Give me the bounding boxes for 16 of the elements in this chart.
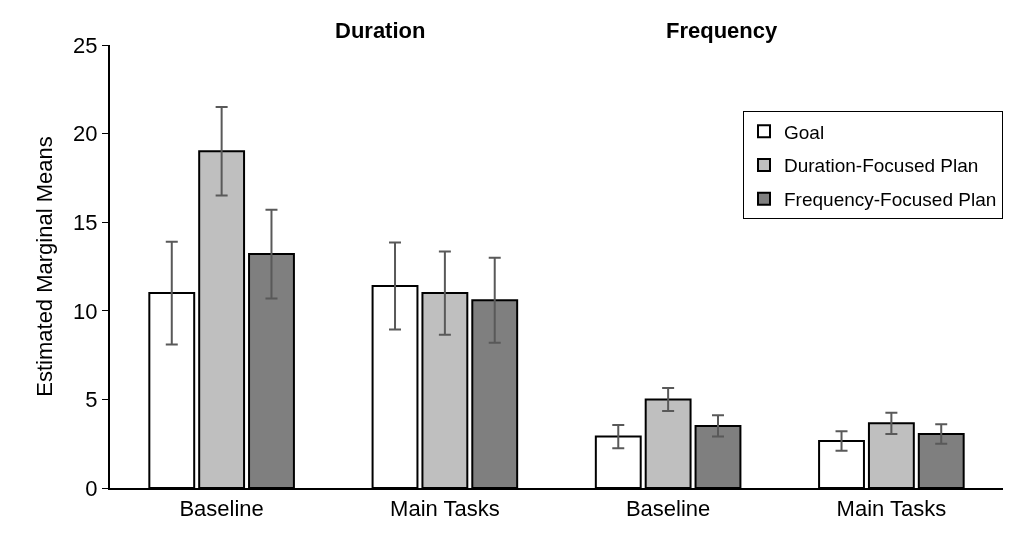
y-tick-label: 15 [73, 209, 98, 235]
x-tick-label: Main Tasks [390, 496, 500, 522]
y-tick-label: 5 [85, 387, 98, 413]
y-tick-label: 20 [73, 121, 98, 147]
legend-label: Goal [784, 121, 825, 143]
x-tick-label: Baseline [179, 496, 264, 522]
chart-title: Duration [335, 18, 426, 43]
y-tick-label: 0 [85, 475, 98, 501]
legend-label: Duration-Focused Plan [784, 155, 979, 177]
x-tick-label: Main Tasks [836, 496, 947, 522]
legend-label: Frequency-Focused Plan [784, 189, 997, 211]
x-tick-label: Baseline [625, 496, 711, 522]
y-tick-label: 25 [73, 32, 98, 58]
y-tick-label: 10 [73, 298, 98, 324]
y-axis-title: Estimated Marginal Means [32, 136, 58, 397]
chart-title: Frequency [666, 18, 779, 43]
